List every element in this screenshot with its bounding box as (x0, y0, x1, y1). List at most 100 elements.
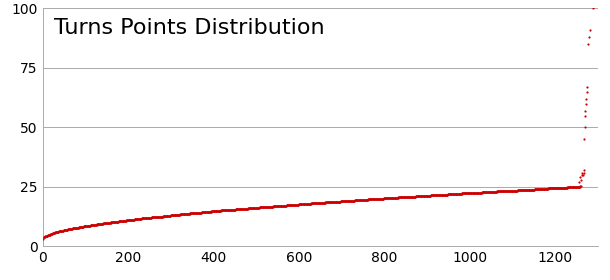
Point (526, 187, 536, 192)
Point (295, 202, 304, 207)
Point (282, 203, 292, 208)
Point (190, 211, 199, 215)
Point (524, 188, 534, 192)
Point (469, 191, 479, 195)
Point (83, 223, 93, 228)
Point (160, 214, 170, 218)
Point (400, 195, 410, 199)
Point (217, 208, 226, 213)
Point (163, 214, 173, 218)
Point (500, 189, 509, 193)
Point (547, 186, 556, 191)
Point (431, 193, 440, 197)
Point (134, 217, 143, 221)
Point (171, 213, 181, 217)
Point (569, 185, 579, 189)
Point (523, 188, 533, 192)
Point (394, 195, 404, 200)
Point (182, 212, 192, 216)
Point (229, 207, 239, 212)
Point (257, 205, 267, 210)
Point (556, 186, 566, 190)
Point (491, 189, 501, 194)
Point (260, 205, 270, 209)
Point (40, 234, 49, 239)
Point (386, 196, 396, 200)
Point (145, 215, 155, 220)
Point (505, 189, 515, 193)
Point (323, 200, 333, 205)
Point (179, 212, 188, 216)
Point (140, 216, 149, 221)
Point (254, 205, 264, 210)
Point (459, 191, 469, 196)
Point (468, 191, 478, 195)
Point (235, 207, 245, 211)
Point (343, 199, 353, 203)
Point (471, 191, 481, 195)
Point (65, 227, 75, 231)
Point (67, 227, 77, 231)
Point (41, 234, 51, 238)
Point (393, 195, 403, 200)
Point (570, 185, 580, 189)
Point (68, 226, 77, 231)
Point (43, 233, 52, 238)
Point (259, 205, 269, 209)
Point (354, 198, 364, 202)
Point (465, 191, 475, 195)
Point (468, 191, 478, 195)
Point (354, 198, 364, 202)
Point (273, 204, 283, 208)
Point (273, 204, 282, 208)
Point (274, 204, 284, 208)
Point (349, 198, 359, 203)
Point (455, 192, 465, 196)
Point (134, 216, 144, 221)
Point (332, 200, 342, 204)
Point (182, 212, 192, 216)
Point (189, 211, 199, 215)
Point (417, 194, 427, 198)
Point (409, 194, 418, 199)
Point (167, 213, 176, 218)
Point (424, 193, 434, 198)
Point (194, 211, 204, 215)
Point (376, 197, 386, 201)
Point (85, 223, 95, 228)
Point (96, 222, 106, 226)
Point (74, 225, 84, 230)
Point (378, 196, 387, 201)
Point (352, 198, 362, 202)
Point (565, 185, 575, 190)
Point (123, 218, 133, 222)
Point (503, 189, 513, 193)
Point (87, 223, 96, 228)
Point (212, 209, 222, 213)
Point (162, 214, 172, 218)
Point (343, 199, 353, 203)
Point (295, 202, 304, 207)
Point (512, 188, 522, 193)
Point (58, 228, 68, 233)
Point (95, 222, 104, 226)
Point (541, 186, 551, 191)
Point (377, 197, 387, 201)
Point (447, 192, 456, 197)
Point (199, 210, 209, 214)
Point (63, 228, 73, 232)
Point (67, 227, 77, 231)
Point (255, 205, 265, 210)
Point (189, 211, 199, 215)
Point (425, 193, 434, 198)
Point (144, 216, 154, 220)
Point (126, 218, 136, 222)
Point (334, 199, 343, 204)
Point (577, 170, 587, 175)
Point (109, 220, 119, 224)
Point (458, 191, 467, 196)
Point (479, 190, 489, 195)
Point (356, 198, 365, 202)
Point (51, 230, 60, 235)
Point (85, 223, 95, 228)
